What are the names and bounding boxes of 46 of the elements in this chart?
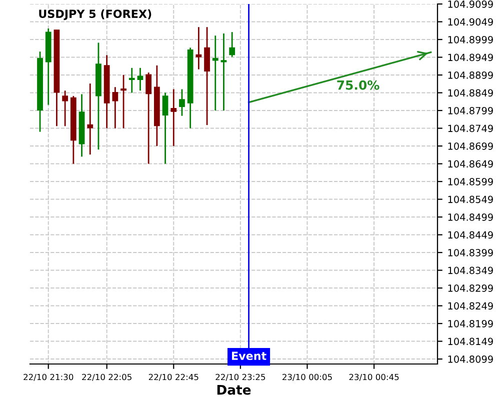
x-tick-label: 22/10 23:25 xyxy=(216,374,266,381)
candlestick xyxy=(229,31,236,58)
y-tick-label: 104.8749 xyxy=(448,124,493,132)
candlestick xyxy=(212,34,218,112)
y-tick-label: 104.9049 xyxy=(448,18,493,26)
y-tick-label: 104.8349 xyxy=(448,266,493,274)
candlestick xyxy=(137,67,144,92)
y-tick-label: 104.8149 xyxy=(448,338,493,346)
y-tick-label: 104.8649 xyxy=(448,160,493,168)
x-tick-label: 22/10 22:45 xyxy=(148,374,198,381)
candlestick xyxy=(170,88,177,147)
candlestick xyxy=(120,74,126,129)
candlestick xyxy=(162,92,168,164)
y-tick-label: 104.8499 xyxy=(448,213,493,221)
y-tick-label: 104.8599 xyxy=(448,178,493,186)
y-tick-label: 104.8899 xyxy=(448,71,493,79)
y-tick-label: 104.8249 xyxy=(448,302,493,310)
y-tick-label: 104.8999 xyxy=(448,36,493,44)
series-label: 75.0% xyxy=(337,80,380,90)
candlestick xyxy=(179,88,185,117)
candlestick xyxy=(204,26,210,126)
y-tick-label: 104.8099 xyxy=(448,356,493,363)
y-tick-label: 104.8799 xyxy=(448,106,493,114)
x-axis-title: Date xyxy=(217,384,251,395)
y-tick-label: 104.8849 xyxy=(448,89,493,97)
y-tick-label: 104.8549 xyxy=(448,196,493,204)
x-tick-label: 23/10 00:05 xyxy=(282,374,332,381)
candlestick xyxy=(112,86,118,129)
candlestick xyxy=(146,72,152,164)
chart-title: USDJPY 5 (FOREX) xyxy=(39,9,152,20)
y-tick-label: 104.8949 xyxy=(448,54,493,62)
y-tick-label: 104.8299 xyxy=(448,284,493,292)
ref-line-label: Event xyxy=(232,352,266,360)
y-tick-label: 104.8199 xyxy=(448,320,493,328)
y-tick-label: 104.8449 xyxy=(448,231,493,239)
y-tick-label: 104.8399 xyxy=(448,249,493,256)
y-tick-label: 104.8699 xyxy=(448,142,493,150)
x-tick-label: 22/10 21:30 xyxy=(24,374,74,381)
candlestick xyxy=(87,82,94,156)
y-tick-label: 104.9099 xyxy=(448,0,493,8)
candlestick xyxy=(196,26,202,70)
x-tick-label: 22/10 22:05 xyxy=(82,374,132,381)
candlestick xyxy=(220,32,227,112)
candlestick xyxy=(62,90,68,127)
x-tick-label: 23/10 00:45 xyxy=(349,374,399,381)
candlestick xyxy=(128,67,135,94)
